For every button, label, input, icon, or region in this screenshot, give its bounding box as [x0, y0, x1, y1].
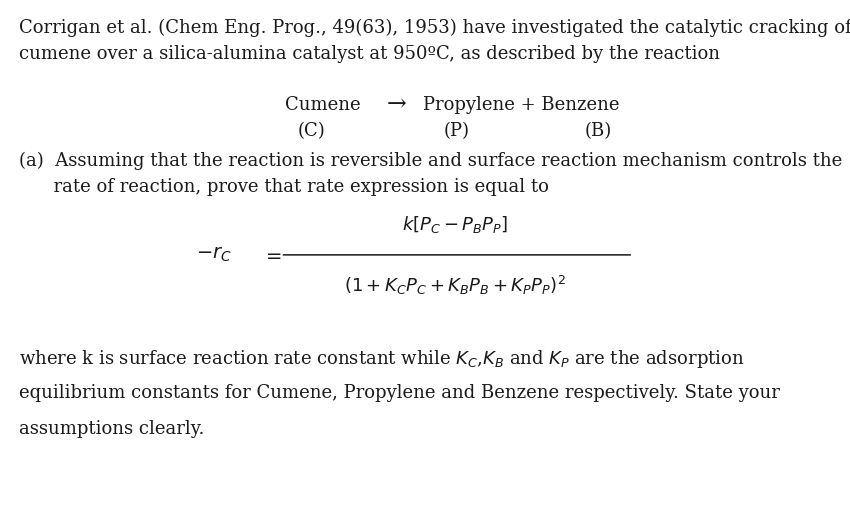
Text: $(1 + K_C P_C + K_B P_B + K_P P_P)^2$: $(1 + K_C P_C + K_B P_B + K_P P_P)^2$ — [344, 274, 565, 297]
Text: Propylene + Benzene: Propylene + Benzene — [423, 96, 620, 114]
Text: (C): (C) — [298, 122, 326, 140]
Text: $-r_C$: $-r_C$ — [196, 246, 231, 264]
Text: assumptions clearly.: assumptions clearly. — [19, 420, 204, 438]
Text: →: → — [387, 93, 406, 116]
Text: equilibrium constants for Cumene, Propylene and Benzene respectively. State your: equilibrium constants for Cumene, Propyl… — [19, 384, 779, 402]
Text: $k[P_C - P_B P_P]$: $k[P_C - P_B P_P]$ — [402, 213, 507, 235]
Text: $=$: $=$ — [262, 246, 282, 264]
Text: (a)  Assuming that the reaction is reversible and surface reaction mechanism con: (a) Assuming that the reaction is revers… — [19, 151, 842, 169]
Text: (B): (B) — [585, 122, 612, 140]
Text: Cumene: Cumene — [285, 96, 360, 114]
Text: Corrigan et al. (Chem Eng. Prog., 49(63), 1953) have investigated the catalytic : Corrigan et al. (Chem Eng. Prog., 49(63)… — [19, 19, 850, 37]
Text: cumene over a silica-alumina catalyst at 950ºC, as described by the reaction: cumene over a silica-alumina catalyst at… — [19, 45, 720, 63]
Text: rate of reaction, prove that rate expression is equal to: rate of reaction, prove that rate expres… — [19, 178, 548, 196]
Text: (P): (P) — [444, 122, 470, 140]
Text: where k is surface reaction rate constant while $K_C$,$K_B$ and $K_P$ are the ad: where k is surface reaction rate constan… — [19, 348, 745, 370]
